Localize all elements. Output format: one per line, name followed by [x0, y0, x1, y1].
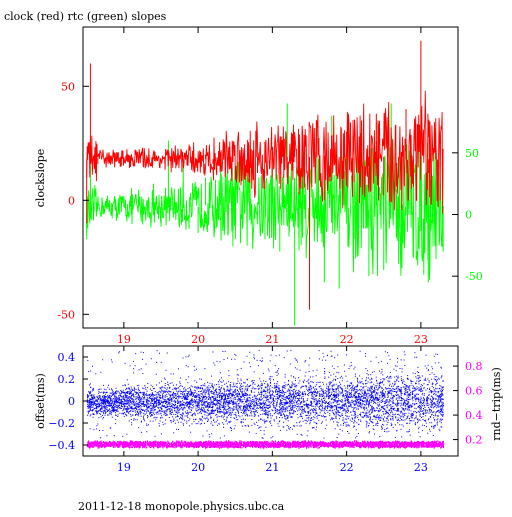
rnd-trip-axis-label: rnd−trip(ms) — [490, 367, 503, 441]
top-x-tick-label-20: 20 — [191, 333, 205, 346]
rnd-trip-tick-label-2: 0.6 — [465, 385, 483, 398]
footer-caption: 2011-12-18 monopole.physics.ubc.ca — [78, 500, 285, 512]
offset-points — [86, 362, 444, 443]
top-y-tick-label-50: 50 — [61, 80, 75, 93]
top-x-tick-label-19: 19 — [117, 333, 131, 346]
offset-tick-label-4: 0.4 — [58, 351, 76, 364]
rnd-trip-points — [86, 440, 445, 449]
top-y-tick-label--50: -50 — [57, 308, 75, 321]
top-y-tick-label-0: 0 — [68, 194, 75, 207]
top-plot-axes: 19 20 21 22 23 -50 0 50 -50 0 50 — [57, 27, 483, 346]
bottom-x-tick-label-20: 20 — [191, 461, 205, 474]
bottom-x-tick-label-21: 21 — [265, 461, 279, 474]
top-x-tick-label-21: 21 — [265, 333, 279, 346]
bottom-plot-points — [86, 349, 445, 449]
bottom-plot-axes: 19 20 21 22 23 −0.4 −0.2 0 0.2 0.4 0.2 0.4 0.6 0.8 — [48, 346, 483, 474]
bottom-plot: 19 20 21 22 23 −0.4 −0.2 0 0.2 0.4 0.2 0.4 0.6 0.8 of… — [34, 345, 503, 474]
top-y2-tick-label-0: 0 — [465, 209, 472, 222]
rnd-trip-tick-label-3: 0.8 — [465, 360, 483, 373]
offset-tick-label-0: −0.4 — [48, 439, 75, 452]
top-plot-frame — [82, 26, 459, 329]
top-y2-tick-label-50: 50 — [465, 147, 479, 160]
top-plot-series — [86, 40, 444, 326]
top-x-tick-label-23: 23 — [414, 333, 428, 346]
top-y-axis-label: clockslope — [34, 149, 47, 207]
offset-tick-label-3: 0.2 — [58, 373, 76, 386]
offset-outlier-points — [87, 349, 444, 439]
top-plot: 19 20 21 22 23 -50 0 50 -50 0 50 clockslope — [34, 26, 483, 346]
top-y2-tick-label--50: -50 — [465, 270, 483, 283]
offset-tick-label-2: 0 — [68, 395, 75, 408]
rnd-trip-tick-label-1: 0.4 — [465, 409, 483, 422]
bottom-x-tick-label-22: 22 — [340, 461, 354, 474]
top-chart-title: clock (red) rtc (green) slopes — [4, 10, 167, 23]
bottom-x-tick-label-23: 23 — [414, 461, 428, 474]
top-x-tick-label-22: 22 — [340, 333, 354, 346]
offset-tick-label-1: −0.2 — [48, 417, 75, 430]
bottom-x-tick-label-19: 19 — [117, 461, 131, 474]
offset-axis-label: offset(ms) — [34, 373, 47, 429]
rnd-trip-tick-label-0: 0.2 — [465, 434, 483, 447]
